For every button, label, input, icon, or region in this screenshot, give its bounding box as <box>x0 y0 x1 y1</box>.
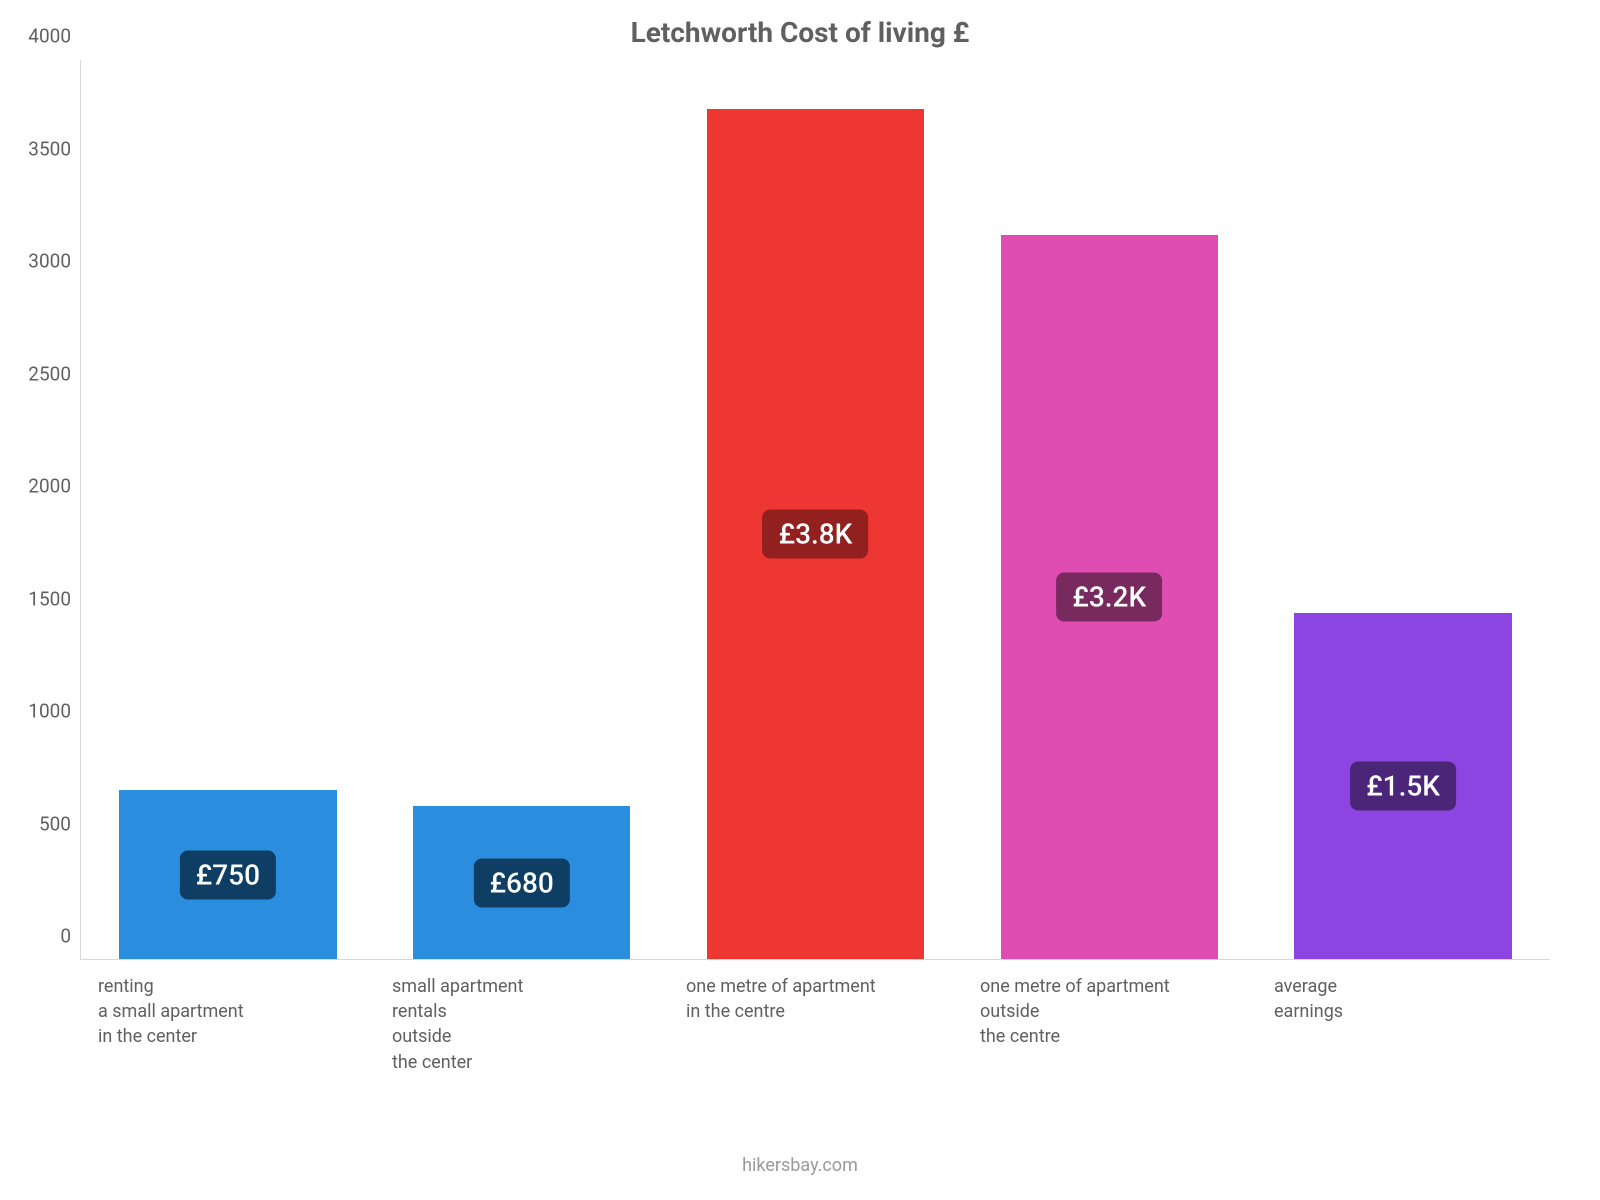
x-axis-labels: renting a small apartment in the center s… <box>80 974 1550 1075</box>
y-tick: 2500 <box>16 362 71 385</box>
x-label-slot: small apartment rentals outside the cent… <box>374 974 668 1075</box>
x-label: one metre of apartment in the centre <box>686 974 954 1024</box>
bar-slot: £680 <box>375 60 669 959</box>
bar: £3.2K <box>1001 235 1218 960</box>
y-tick: 4000 <box>16 25 71 48</box>
bars-container: £750 £680 £3.8K £3.2K £1.5K <box>81 60 1550 959</box>
chart-title: Letchworth Cost of living £ <box>0 16 1600 49</box>
bar-value-label: £750 <box>180 850 276 899</box>
x-label: average earnings <box>1274 974 1542 1024</box>
bar-slot: £1.5K <box>1256 60 1550 959</box>
y-tick: 0 <box>16 925 71 948</box>
y-tick: 500 <box>16 812 71 835</box>
x-label-slot: average earnings <box>1256 974 1550 1075</box>
bar: £750 <box>119 790 336 959</box>
bar-value-label: £1.5K <box>1350 761 1456 810</box>
cost-of-living-chart: Letchworth Cost of living £ £750 £680 £3.8… <box>0 0 1600 1200</box>
x-label-slot: one metre of apartment in the centre <box>668 974 962 1075</box>
bar-slot: £750 <box>81 60 375 959</box>
x-label: small apartment rentals outside the cent… <box>392 974 660 1075</box>
bar-slot: £3.2K <box>962 60 1256 959</box>
y-tick: 3000 <box>16 250 71 273</box>
y-tick: 3500 <box>16 137 71 160</box>
x-label: renting a small apartment in the center <box>98 974 366 1050</box>
bar: £3.8K <box>707 109 924 960</box>
bar-value-label: £680 <box>474 858 570 907</box>
x-label-slot: renting a small apartment in the center <box>80 974 374 1075</box>
y-tick: 2000 <box>16 475 71 498</box>
bar: £680 <box>413 806 630 959</box>
x-label-slot: one metre of apartment outside the centr… <box>962 974 1256 1075</box>
bar: £1.5K <box>1294 613 1511 960</box>
x-label: one metre of apartment outside the centr… <box>980 974 1248 1050</box>
y-tick: 1500 <box>16 587 71 610</box>
bar-value-label: £3.8K <box>763 509 869 558</box>
bar-slot: £3.8K <box>669 60 963 959</box>
chart-footer: hikersbay.com <box>0 1155 1600 1176</box>
y-tick: 1000 <box>16 700 71 723</box>
plot-area: £750£680£3.8K£3.2K£1.5K 0500100015002000… <box>80 60 1550 960</box>
bar-value-label: £3.2K <box>1056 572 1162 621</box>
